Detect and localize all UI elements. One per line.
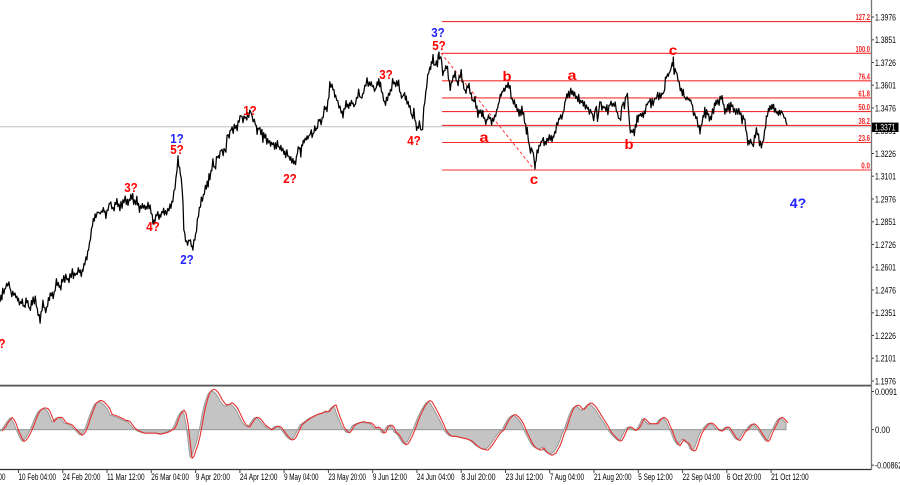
svg-text:1.3101: 1.3101	[875, 172, 896, 182]
svg-text:1.3476: 1.3476	[875, 103, 896, 113]
svg-text:1.2851: 1.2851	[875, 217, 896, 227]
svg-text:1.3226: 1.3226	[875, 149, 896, 159]
svg-text:7 Aug 04:00: 7 Aug 04:00	[550, 472, 584, 482]
svg-text:b: b	[503, 68, 512, 84]
svg-text:4?: 4?	[146, 220, 160, 234]
svg-text:1?: 1?	[170, 132, 184, 146]
svg-text:100.0: 100.0	[856, 45, 871, 54]
svg-text:50.0: 50.0	[858, 103, 870, 112]
svg-text:24 Feb 20:00: 24 Feb 20:00	[63, 472, 101, 482]
svg-text:1.2351: 1.2351	[875, 308, 896, 318]
svg-text:9 May 04:00: 9 May 04:00	[284, 472, 318, 482]
svg-text:0.0091: 0.0091	[875, 387, 897, 397]
svg-text:1.2726: 1.2726	[875, 240, 896, 250]
svg-text:24 Apr 12:00: 24 Apr 12:00	[240, 472, 278, 482]
svg-text:1.3976: 1.3976	[875, 12, 896, 22]
svg-text:2?: 2?	[283, 172, 297, 186]
svg-text:5?: 5?	[432, 39, 446, 53]
svg-text:76.4: 76.4	[858, 72, 870, 81]
svg-text:10 Feb 04:00: 10 Feb 04:00	[19, 472, 57, 482]
svg-text:1.2976: 1.2976	[875, 194, 896, 204]
svg-text:23.6: 23.6	[858, 134, 870, 143]
svg-text:4?: 4?	[407, 134, 421, 148]
svg-text:-0.00862: -0.00862	[875, 461, 900, 471]
svg-text:1.3371: 1.3371	[875, 123, 896, 133]
svg-text:26 Mar 04:00: 26 Mar 04:00	[151, 472, 189, 482]
svg-text:5 Sep 12:00: 5 Sep 12:00	[638, 472, 672, 482]
svg-text:1.2101: 1.2101	[875, 354, 896, 364]
svg-text:11 Mar 12:00: 11 Mar 12:00	[107, 472, 145, 482]
svg-text:0.00: 0.00	[875, 425, 890, 435]
svg-text:1.1976: 1.1976	[875, 376, 896, 386]
svg-text:c: c	[669, 42, 678, 58]
svg-text:3?: 3?	[431, 26, 445, 40]
svg-text:a: a	[480, 129, 489, 145]
svg-text:6 Oct 20:00: 6 Oct 20:00	[727, 472, 761, 482]
svg-text:2?: 2?	[180, 253, 194, 267]
svg-text:23 Jul 12:00: 23 Jul 12:00	[506, 472, 544, 482]
svg-text:?: ?	[0, 337, 6, 351]
svg-text:24 Jun 04:00: 24 Jun 04:00	[417, 472, 455, 482]
svg-text:22 Sep 04:00: 22 Sep 04:00	[683, 472, 721, 482]
svg-text:1.2601: 1.2601	[875, 263, 896, 273]
svg-text:127.2: 127.2	[856, 13, 871, 22]
svg-text::00: :00	[0, 472, 6, 482]
svg-text:c: c	[530, 171, 539, 187]
svg-text:b: b	[625, 136, 634, 152]
svg-text:1.2226: 1.2226	[875, 331, 896, 341]
svg-text:3?: 3?	[379, 68, 393, 82]
svg-text:23 May 20:00: 23 May 20:00	[328, 472, 366, 482]
svg-text:1.3601: 1.3601	[875, 81, 896, 91]
svg-text:5?: 5?	[170, 143, 184, 157]
svg-text:1.3726: 1.3726	[875, 58, 896, 68]
svg-text:21 Oct 12:00: 21 Oct 12:00	[771, 472, 809, 482]
svg-text:4?: 4?	[790, 195, 807, 211]
svg-text:a: a	[568, 67, 577, 83]
svg-text:21 Aug 20:00: 21 Aug 20:00	[594, 472, 632, 482]
svg-text:1?: 1?	[243, 104, 257, 118]
svg-text:0.0: 0.0	[861, 162, 870, 171]
svg-text:3?: 3?	[124, 181, 138, 195]
svg-text:38.2: 38.2	[858, 117, 870, 126]
svg-text:1.2476: 1.2476	[875, 285, 896, 295]
svg-text:1.3851: 1.3851	[875, 35, 896, 45]
svg-text:9 Apr 20:00: 9 Apr 20:00	[196, 472, 230, 482]
svg-text:9 Jun 12:00: 9 Jun 12:00	[373, 472, 407, 482]
svg-text:8 Jul 20:00: 8 Jul 20:00	[461, 472, 495, 482]
svg-text:61.8: 61.8	[858, 89, 870, 98]
